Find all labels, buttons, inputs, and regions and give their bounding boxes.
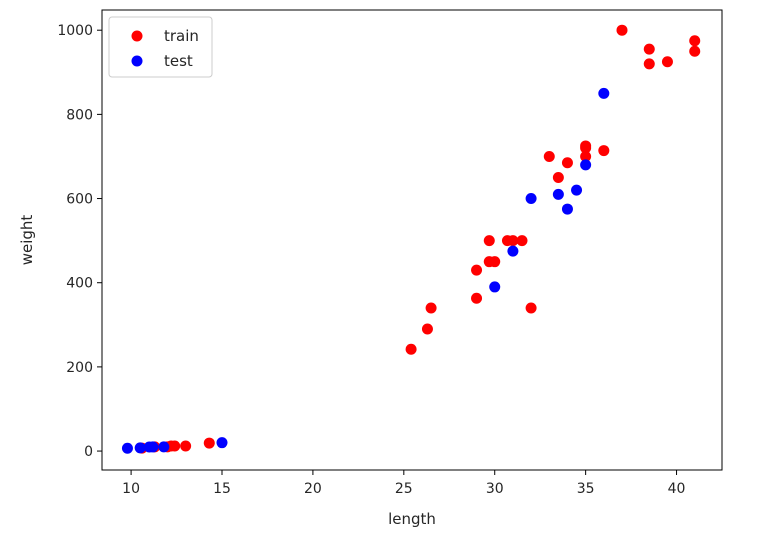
point-train [616,24,628,36]
point-test [552,188,564,200]
legend: train test [108,16,213,78]
point-train [471,264,483,276]
point-train [507,235,519,247]
y-axis-label: weight [18,215,36,266]
point-train [580,142,592,154]
point-test [216,437,228,449]
point-test [580,159,592,171]
point-train [425,302,437,314]
point-test [147,441,159,453]
y-axis-ticks: 0 200 400 600 800 1000 [57,23,102,460]
point-test [525,193,537,205]
y-tick-label: 200 [66,360,93,376]
x-tick-label: 25 [395,481,413,497]
x-tick-label: 10 [122,481,140,497]
legend-label-train: train [164,27,199,45]
point-train [598,145,610,157]
x-tick-label: 15 [213,481,231,497]
x-axis-ticks: 10 15 20 25 30 35 40 [122,470,685,497]
point-train [516,235,528,247]
x-tick-label: 20 [304,481,322,497]
legend-label-test: test [164,52,193,70]
point-train [643,43,655,55]
point-train [580,150,592,162]
legend-marker-test [131,55,143,67]
y-tick-label: 0 [84,444,93,460]
y-tick-label: 600 [66,192,93,208]
point-train [421,323,433,335]
point-test [598,87,610,99]
point-train [561,157,573,169]
point-train [643,58,655,70]
point-train [552,172,564,184]
point-test [561,203,573,215]
y-tick-label: 1000 [57,23,93,39]
x-tick-label: 35 [577,481,595,497]
point-test [121,442,133,454]
point-train [689,35,701,47]
point-train [180,440,192,452]
point-train [471,292,483,304]
x-tick-label: 30 [486,481,504,497]
point-train [661,56,673,68]
x-axis-label: length [388,510,436,528]
point-train [689,45,701,57]
point-train [525,302,537,314]
point-test [507,245,519,257]
point-train [483,235,495,247]
point-train [543,150,555,162]
point-train [169,440,181,452]
y-tick-label: 800 [66,107,93,123]
legend-box [108,16,213,78]
plot-area [101,9,723,471]
point-train [405,343,417,355]
x-tick-label: 40 [668,481,686,497]
y-tick-label: 400 [66,276,93,292]
point-test [134,442,146,454]
axes-frame [101,9,723,471]
markers-layer [121,24,701,454]
legend-marker-train [131,30,143,42]
point-test [571,184,583,196]
point-train [203,437,215,449]
point-test [489,281,501,293]
point-train [489,256,501,268]
point-test [158,441,170,453]
